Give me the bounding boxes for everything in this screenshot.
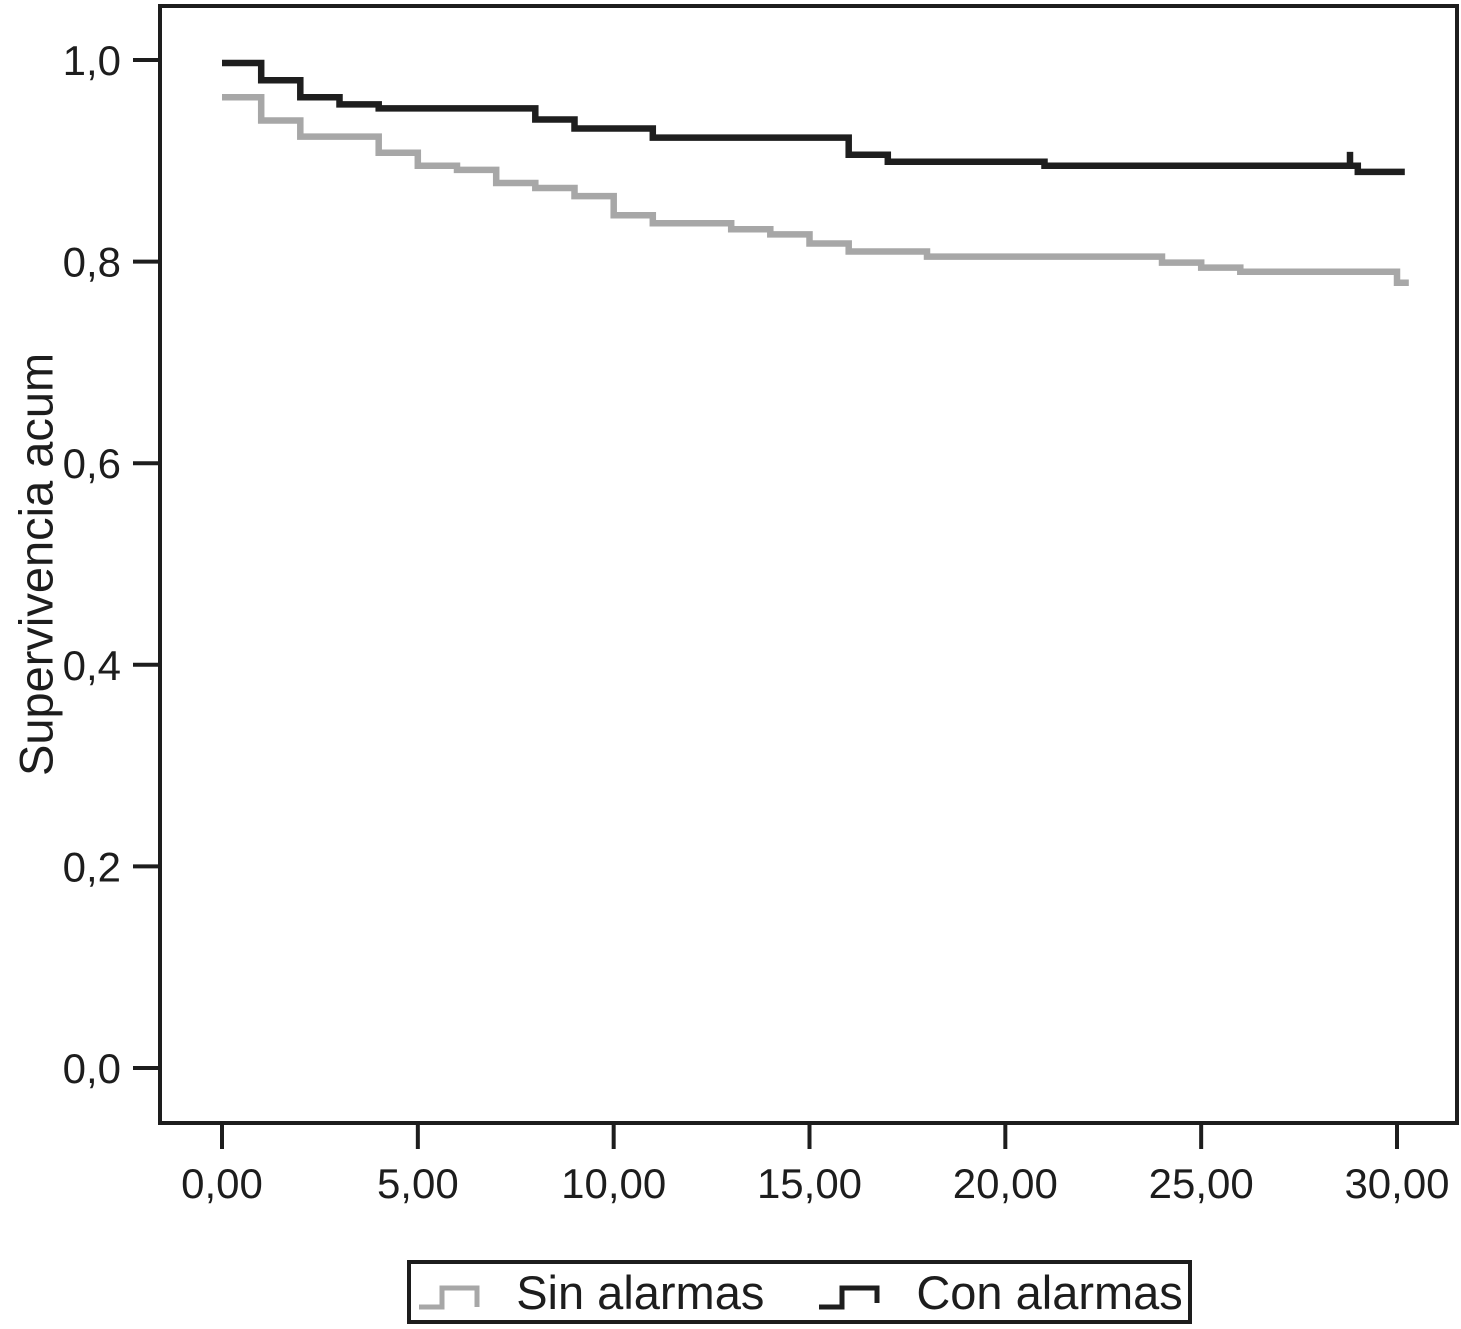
x-tick-label: 15,00 xyxy=(757,1160,862,1207)
series-curve-1 xyxy=(222,59,1405,176)
x-tick-label: 30,00 xyxy=(1344,1160,1449,1207)
legend: Sin alarmas Con alarmas xyxy=(407,1260,1192,1324)
y-axis-title: Supervivencia acum xyxy=(9,352,63,777)
x-tick-label: 20,00 xyxy=(953,1160,1058,1207)
y-tick-label: 0,4 xyxy=(63,642,121,689)
x-tick-label: 10,00 xyxy=(561,1160,666,1207)
legend-label-con-alarmas: Con alarmas xyxy=(916,1265,1183,1319)
x-tick-label: 0,00 xyxy=(181,1160,263,1207)
legend-step-line-con-alarmas xyxy=(819,1285,880,1310)
series-curve-0 xyxy=(222,94,1409,287)
y-tick-label: 0,2 xyxy=(63,843,121,890)
y-tick-label: 0,6 xyxy=(63,440,121,487)
x-tick-label: 5,00 xyxy=(377,1160,459,1207)
x-tick-label: 25,00 xyxy=(1149,1160,1254,1207)
legend-step-glyph-con-alarmas xyxy=(819,1285,880,1310)
y-tick-label: 0,0 xyxy=(63,1045,121,1092)
legend-label-sin-alarmas: Sin alarmas xyxy=(516,1265,765,1319)
plot-frame xyxy=(158,4,1459,1125)
y-tick-label: 0,8 xyxy=(63,239,121,286)
legend-step-glyph-sin-alarmas xyxy=(419,1285,480,1310)
y-tick-label: 1,0 xyxy=(63,37,121,84)
legend-step-line-sin-alarmas xyxy=(419,1285,480,1310)
